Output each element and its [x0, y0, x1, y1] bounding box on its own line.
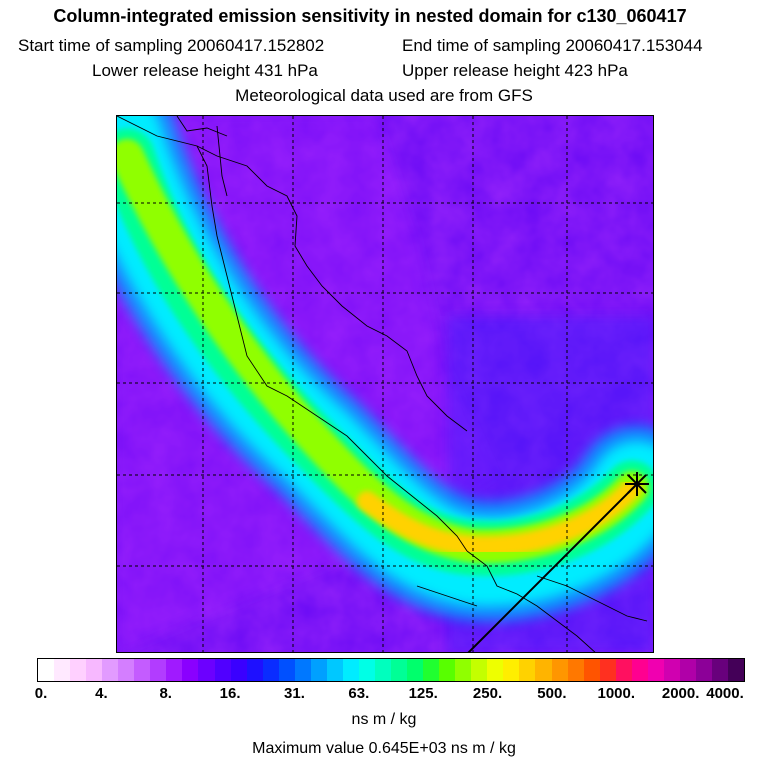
colorbar-swatch: [310, 659, 327, 681]
colorbar-swatch: [423, 659, 440, 681]
colorbar-swatch: [342, 659, 359, 681]
colorbar-swatch: [551, 659, 568, 681]
colorbar-swatch: [391, 659, 408, 681]
colorbar-tick-label: 4.: [95, 685, 108, 702]
colorbar-tick-label: 0.: [34, 685, 48, 702]
trajectory-line: [467, 483, 638, 652]
colorbar-swatch: [358, 659, 375, 681]
colorbar-swatch: [326, 659, 343, 681]
end-time-label: End time of sampling 20060417.153044: [402, 36, 703, 55]
colorbar-swatch: [278, 659, 295, 681]
colorbar-swatch: [631, 659, 648, 681]
start-time-label: Start time of sampling 20060417.152802: [18, 36, 325, 55]
colorbar-swatch: [86, 659, 103, 681]
colorbar-swatch: [567, 659, 584, 681]
colorbar-tick-labels: 0. 4. 8. 16. 31. 63. 125. 250. 500. 1000. 2000. 400…: [0, 685, 768, 705]
colorbar-tick-label: 63.: [348, 685, 370, 702]
colorbar-swatch: [198, 659, 215, 681]
colorbar-swatch: [38, 659, 55, 681]
colorbar-tick-label: 1000.: [597, 685, 636, 702]
colorbar-swatch: [134, 659, 151, 681]
map-panel: [116, 115, 654, 653]
colorbar-swatch: [230, 659, 247, 681]
colorbar-swatch: [615, 659, 632, 681]
colorbar-swatch: [439, 659, 456, 681]
colorbar-swatch: [182, 659, 199, 681]
colorbar-swatch: [102, 659, 119, 681]
colorbar-swatch: [535, 659, 552, 681]
colorbar: [37, 658, 745, 682]
max-value-label: Maximum value 0.645E+03 ns m / kg: [252, 740, 516, 757]
colorbar-tick-label: 8.: [159, 685, 172, 702]
colorbar-swatch: [54, 659, 71, 681]
colorbar-tick-label: 2000.: [661, 685, 700, 702]
map-title: Column-integrated emission sensitivity i…: [53, 6, 687, 26]
colorbar-swatch: [455, 659, 472, 681]
plume-yellow: [357, 478, 642, 557]
colorbar-swatch: [471, 659, 488, 681]
colorbar-tick-label: 250.: [472, 685, 503, 702]
colorbar-swatch: [663, 659, 680, 681]
colorbar-swatch: [262, 659, 279, 681]
met-data-label: Meteorological data used are from GFS: [235, 86, 533, 105]
colorbar-swatch: [711, 659, 729, 681]
emission-sensitivity-map: [117, 116, 653, 652]
colorbar-swatch: [118, 659, 135, 681]
lower-release-label: Lower release height 431 hPa: [92, 61, 318, 80]
colorbar-swatch: [374, 659, 392, 681]
colorbar-tick-label: 125.: [408, 685, 438, 702]
colorbar-swatch: [150, 659, 167, 681]
colorbar-swatch: [503, 659, 520, 681]
colorbar-swatch: [583, 659, 600, 681]
colorbar-swatch: [407, 659, 424, 681]
coastlines: [117, 116, 648, 652]
colorbar-swatch: [294, 659, 311, 681]
colorbar-tick-label: 16.: [219, 685, 241, 702]
colorbar-tick-label: 500.: [537, 685, 567, 702]
colorbar-swatch: [647, 659, 664, 681]
colorbar-swatch: [695, 659, 712, 681]
colorbar-swatch: [70, 659, 87, 681]
colorbar-swatch: [599, 659, 616, 681]
colorbar-swatch: [166, 659, 183, 681]
colorbar-units: ns m / kg: [351, 711, 417, 728]
colorbar-swatch: [246, 659, 263, 681]
colorbar-swatch: [728, 659, 745, 681]
colorbar-swatch: [214, 659, 231, 681]
colorbar-swatch: [679, 659, 696, 681]
colorbar-tick-label: 4000.: [706, 685, 744, 702]
upper-release-label: Upper release height 423 hPa: [402, 61, 628, 80]
release-point-star-icon: [625, 472, 649, 496]
colorbar-swatch: [519, 659, 536, 681]
colorbar-swatch: [487, 659, 504, 681]
colorbar-tick-label: 31.: [284, 685, 305, 702]
